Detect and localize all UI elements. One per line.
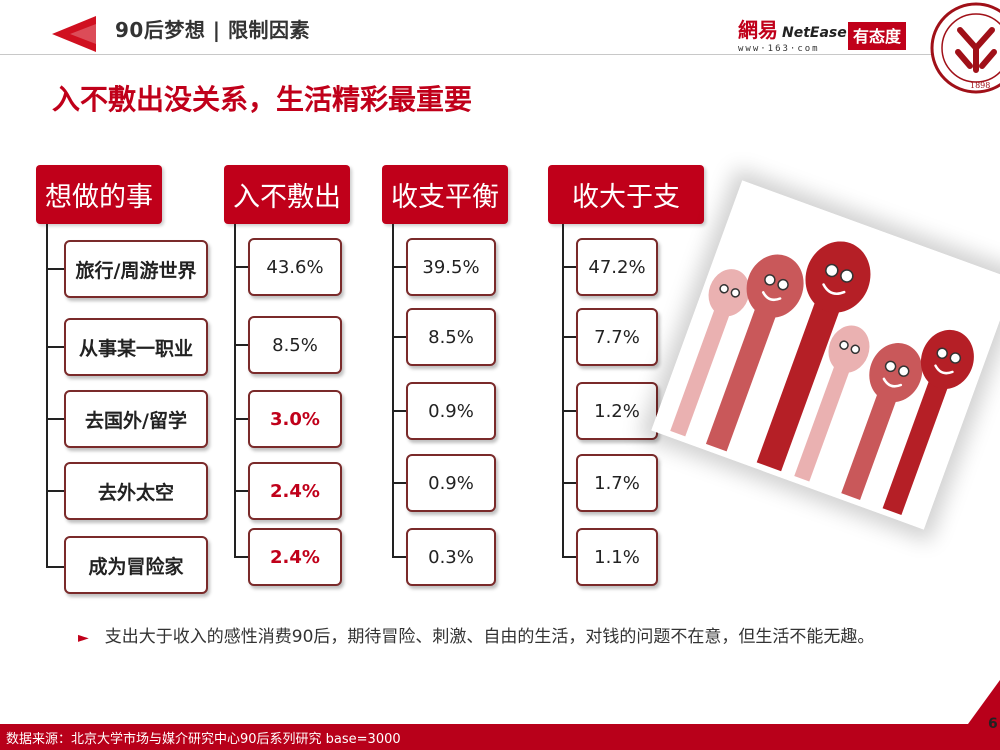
netease-logo-url: www·163·com [738,44,820,54]
seal-year: 1898 [970,81,990,90]
balanced-value: 0.9% [406,382,496,440]
header-divider [0,54,940,55]
surplus-value: 47.2% [576,238,658,296]
page-title: 入不敷出没关系，生活精彩最重要 [52,83,473,116]
raised-hands-photo [651,180,1000,530]
dream-item: 旅行/周游世界 [64,240,208,298]
dream-item: 从事某一职业 [64,318,208,376]
deficit-value: 3.0% [248,390,342,448]
balanced-value: 8.5% [406,308,496,366]
netease-logo: 網易 NetEase www·163·com [738,14,847,54]
balanced-value: 0.3% [406,528,496,586]
page-number: 6 [988,716,998,732]
dream-item: 成为冒险家 [64,536,208,594]
column-header-balanced: 收支平衡 [382,165,508,224]
deficit-value: 2.4% [248,528,342,586]
dream-item: 去外太空 [64,462,208,520]
surplus-value: 1.2% [576,382,658,440]
bullet-arrow-icon: ► [78,630,89,646]
balanced-value: 0.9% [406,454,496,512]
surplus-value: 1.7% [576,454,658,512]
column-header-deficit: 入不敷出 [224,165,350,224]
deficit-value: 2.4% [248,462,342,520]
surplus-value: 1.1% [576,528,658,586]
footer-bar: 数据来源：北京大学市场与媒介研究中心90后系列研究 base=3000 [0,724,1000,750]
footer-corner-icon [968,680,1000,724]
raised-hands-illustration [651,180,1000,530]
section-title: 90后梦想 | 限制因素 [115,18,311,42]
column-header-surplus: 收大于支 [548,165,704,224]
header-triangle-icon [52,16,96,52]
dream-item: 去国外/留学 [64,390,208,448]
netease-logo-cn: 網易 [738,18,778,42]
netease-logo-en: NetEase [782,25,847,41]
youtaidu-logo: 有态度 [848,22,907,50]
pku-seal-icon: 1898 [930,2,1000,94]
summary-text: 支出大于收入的感性消费90后，期待冒险、刺激、自由的生活，对钱的问题不在意，但生… [104,627,875,647]
deficit-value: 8.5% [248,316,342,374]
summary-note: ► 支出大于收入的感性消费90后，期待冒险、刺激、自由的生活，对钱的问题不在意，但… [78,624,938,651]
data-source: 数据来源：北京大学市场与媒介研究中心90后系列研究 base=3000 [6,732,401,747]
balanced-value: 39.5% [406,238,496,296]
surplus-value: 7.7% [576,308,658,366]
column-header-dreams: 想做的事 [36,165,162,224]
deficit-value: 43.6% [248,238,342,296]
